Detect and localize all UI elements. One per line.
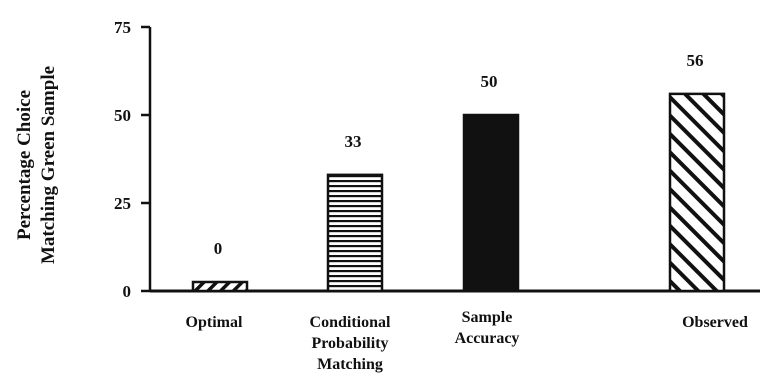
bar — [326, 173, 384, 293]
y-axis-ticks: 0 25 50 75 — [114, 18, 150, 301]
y-axis-title-line-1: Percentage Choice — [14, 90, 35, 240]
y-tick-label: 0 — [123, 282, 132, 301]
category-labels-group: Optimal Conditional Probability Matching Sam… — [186, 309, 748, 373]
y-tick-label: 25 — [114, 194, 131, 213]
category-label: Observed — [682, 314, 748, 331]
y-axis-title-line-2: Matching Green Sample — [38, 66, 59, 264]
bar — [668, 92, 726, 293]
bar — [462, 113, 520, 293]
bar-value-label: 33 — [345, 132, 362, 151]
bar-value-label: 50 — [481, 72, 498, 91]
y-tick-label: 50 — [114, 106, 131, 125]
category-label: Sample Accuracy — [455, 309, 520, 347]
y-axis-title: Percentage Choice Matching Green Sample — [14, 66, 59, 264]
bar-value-label: 56 — [687, 51, 704, 70]
bar-value-label: 0 — [214, 239, 223, 258]
bars-group — [191, 92, 726, 293]
bar — [191, 280, 249, 293]
data-labels-group: 0 33 50 56 — [214, 51, 704, 258]
category-label: Conditional Probability Matching — [310, 314, 391, 373]
y-tick-label: 75 — [114, 18, 131, 37]
category-label: Optimal — [186, 314, 243, 331]
